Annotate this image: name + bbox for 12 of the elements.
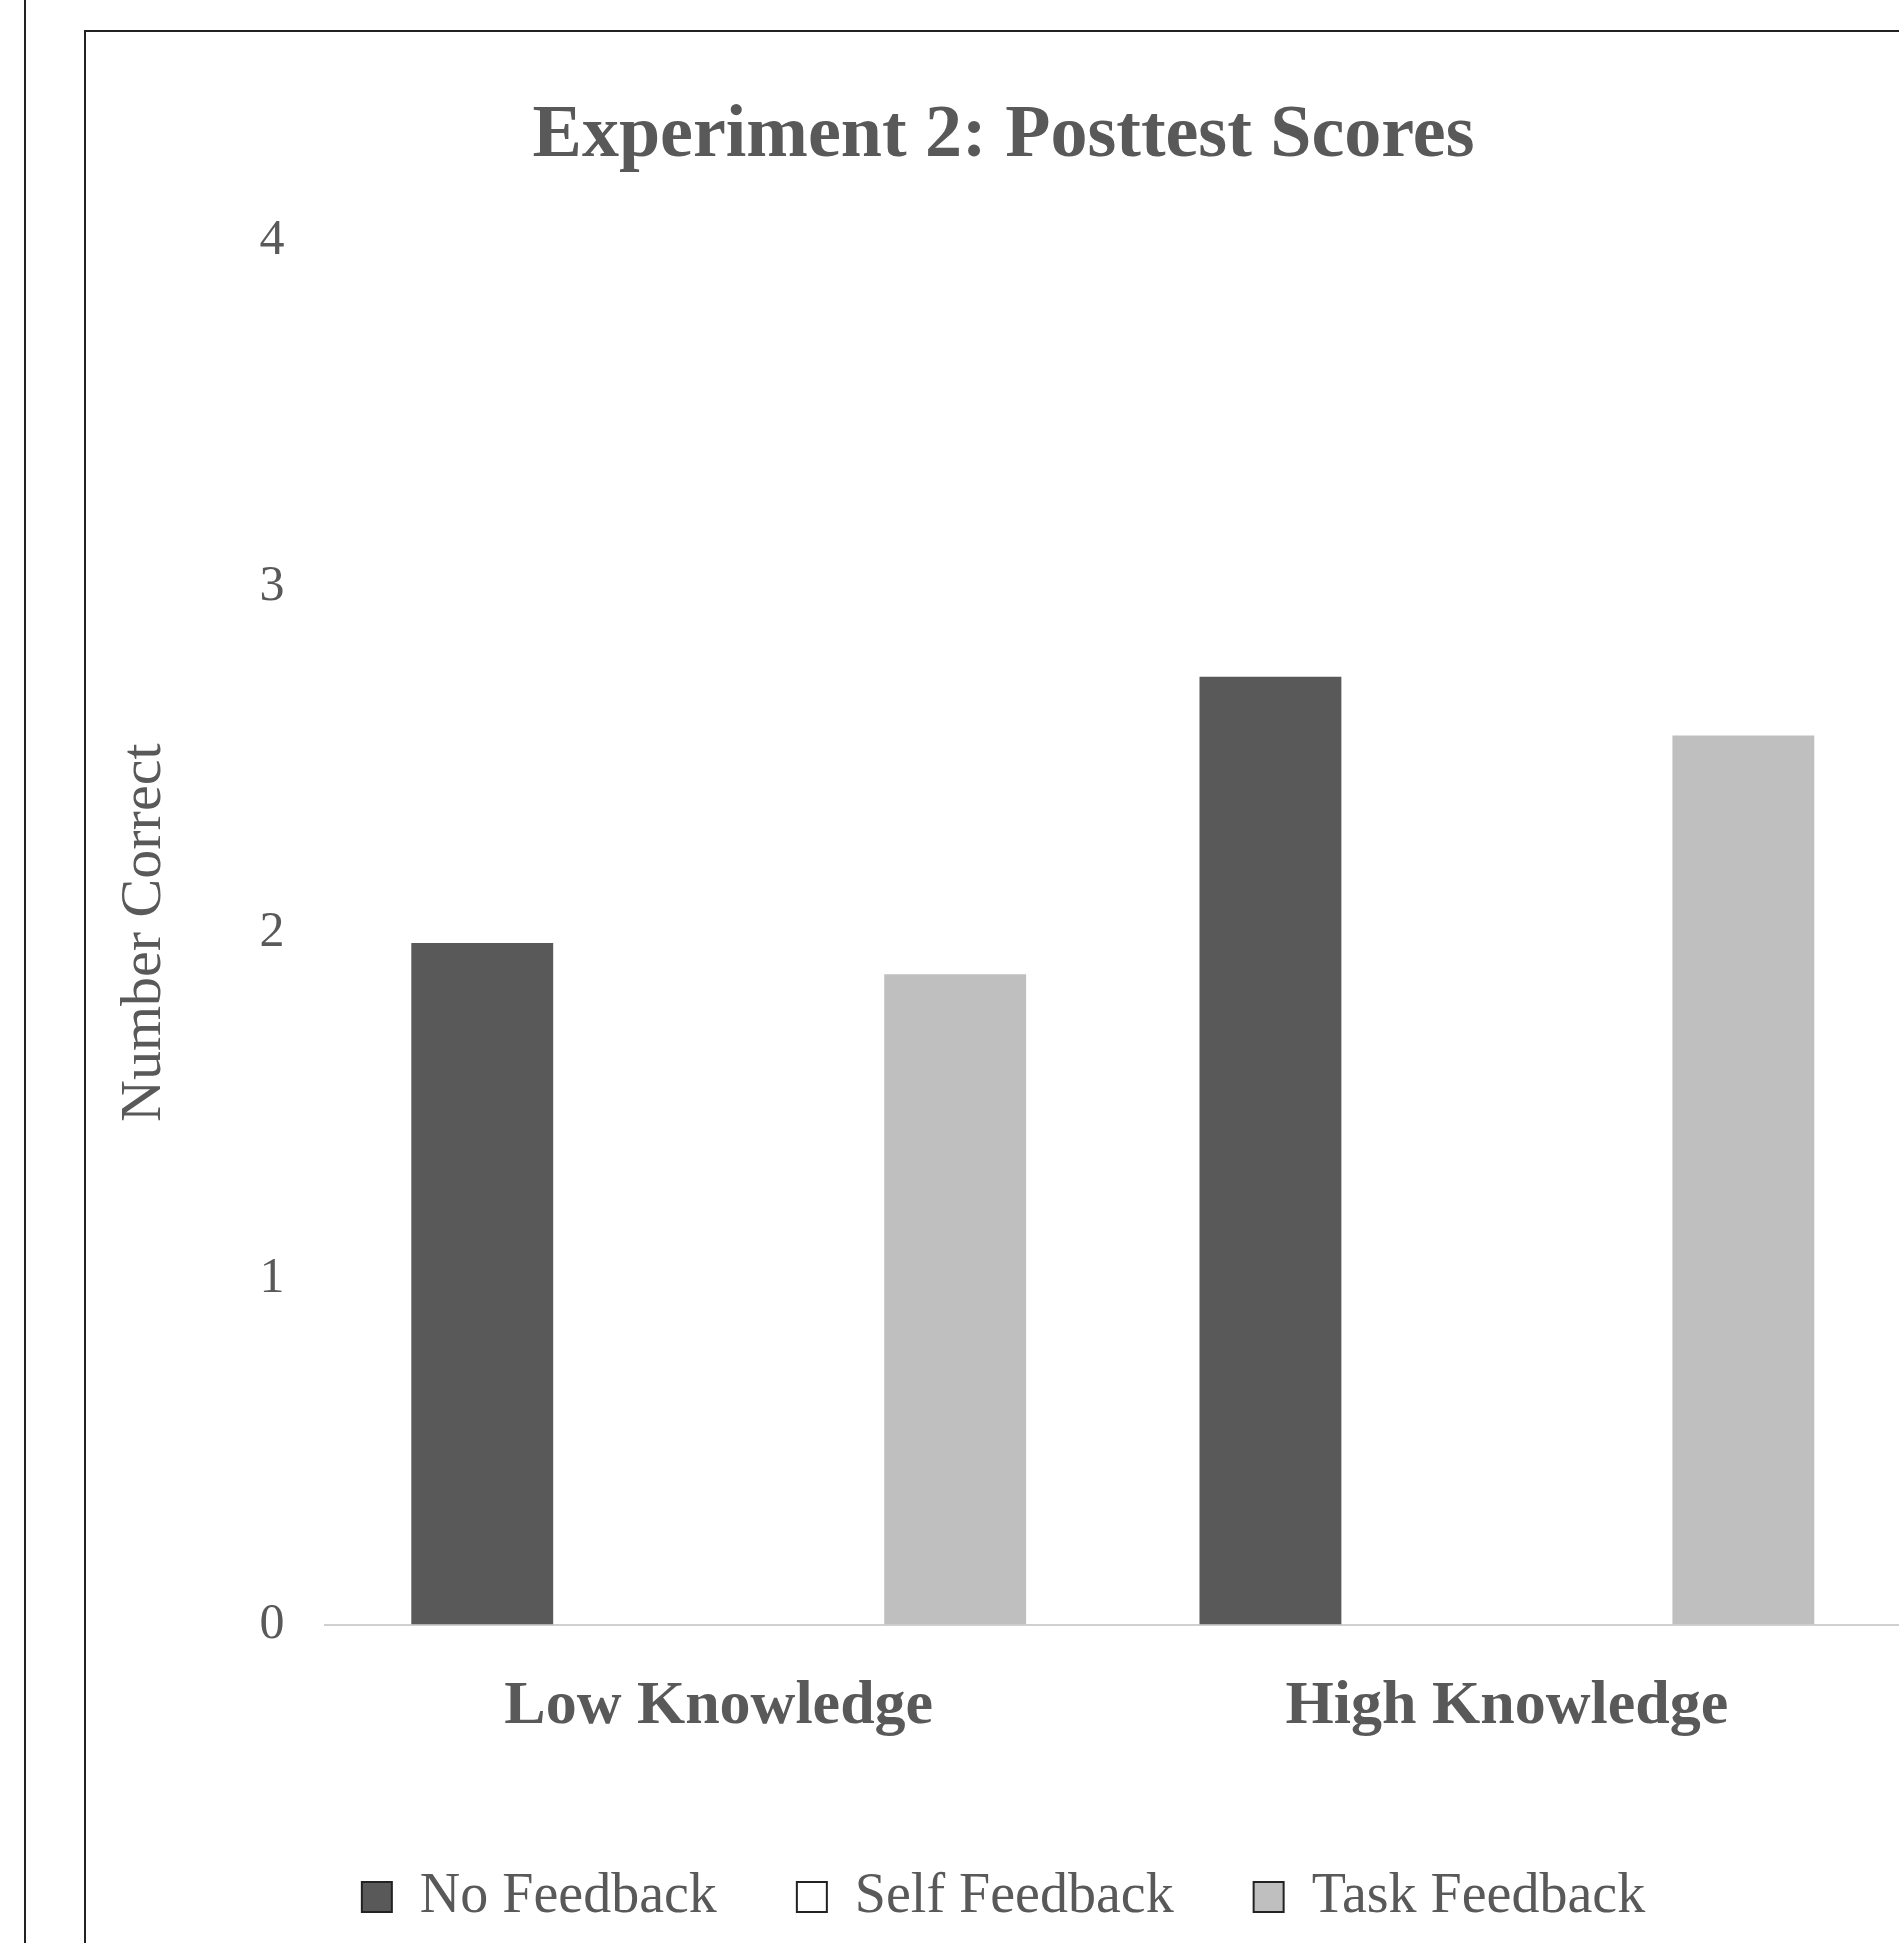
x-tick-label: Low Knowledge <box>504 1667 934 1736</box>
x-tick-label: High Knowledge <box>1285 1667 1729 1736</box>
y-axis-title: Number Correct <box>108 743 174 1122</box>
y-tick-label: 0 <box>259 1592 285 1649</box>
y-tick-label: 2 <box>259 900 285 957</box>
y-tick-label: 1 <box>259 1246 285 1303</box>
y-tick-label: 3 <box>259 554 285 611</box>
legend-label: No Feedback <box>419 1861 717 1924</box>
chart-title: Experiment 2: Posttest Scores <box>532 89 1475 172</box>
y-tick-label: 4 <box>259 208 285 265</box>
legend-label: Self Feedback <box>854 1861 1174 1924</box>
legend-label: Task Feedback <box>1311 1861 1646 1924</box>
